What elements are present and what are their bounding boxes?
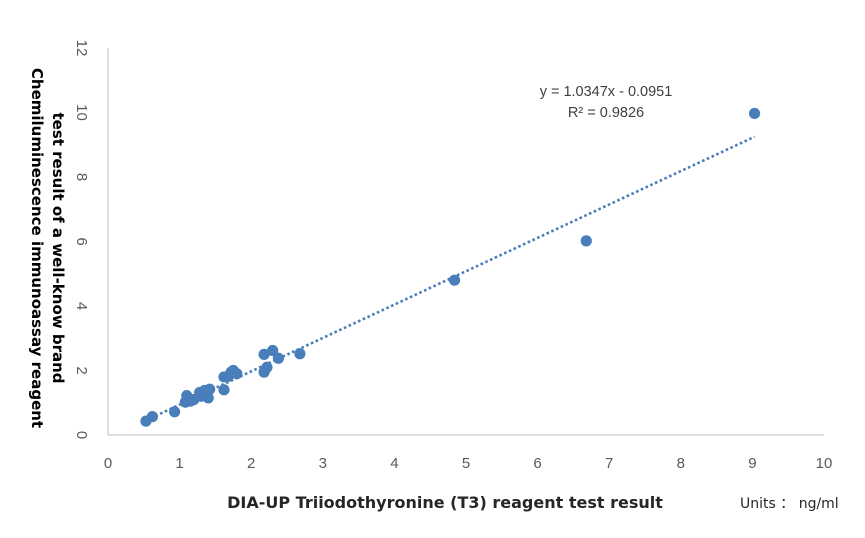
trendline-r2: R² = 0.9826 — [568, 105, 644, 121]
x-tick-label: 0 — [104, 455, 112, 472]
data-point — [168, 406, 181, 418]
x-tick-label: 8 — [677, 455, 685, 472]
data-point — [748, 107, 761, 120]
x-tick-label: 5 — [462, 455, 470, 472]
y-tick-label: 10 — [73, 104, 90, 121]
x-tick-label: 1 — [175, 455, 183, 472]
axes — [107, 48, 824, 436]
y-tick-label: 2 — [73, 366, 90, 374]
x-axis-label: DIA-UP Triiodothyronine (T3) reagent tes… — [227, 493, 663, 512]
x-tick-label: 2 — [247, 455, 255, 472]
y-axis-label-line-1: Chemiluminescence immunoassay reagent — [28, 68, 46, 428]
y-tick-label: 12 — [73, 40, 90, 57]
data-point — [294, 348, 306, 360]
x-tick-label: 7 — [605, 455, 613, 472]
units-label: Units ： ng/ml — [740, 496, 839, 512]
data-point — [231, 368, 243, 380]
data-point — [261, 361, 273, 373]
data-point — [580, 235, 592, 247]
data-points — [140, 107, 761, 427]
y-tick-label: 4 — [73, 302, 90, 310]
data-point — [204, 383, 216, 395]
x-tick-label: 4 — [390, 455, 398, 472]
y-tick-label: 6 — [73, 237, 90, 245]
trendline-equation: y = 1.0347x - 0.0951 — [540, 84, 673, 100]
data-point — [202, 392, 214, 404]
data-point — [218, 384, 230, 396]
x-tick-label: 10 — [816, 455, 833, 472]
y-tick-label: 8 — [73, 173, 90, 181]
data-point — [267, 344, 279, 357]
x-tick-label: 6 — [533, 455, 541, 472]
y-tick-label: 0 — [73, 431, 90, 439]
x-tick-label: 9 — [748, 455, 756, 472]
data-point — [272, 352, 285, 364]
x-tick-label: 3 — [319, 455, 327, 472]
y-axis-label-line-2: test result of a well-know brand — [49, 112, 67, 383]
data-point — [448, 274, 461, 286]
data-point — [258, 348, 270, 360]
data-point — [146, 411, 158, 423]
